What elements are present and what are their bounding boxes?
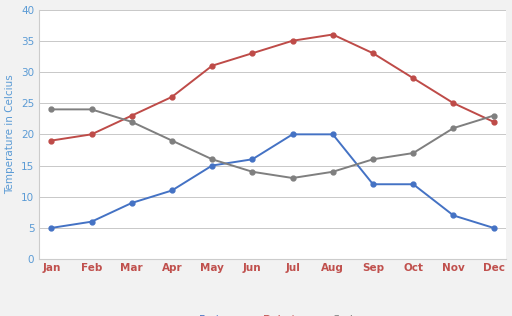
Paris: [89, 220, 95, 224]
Line: Paris: Paris: [49, 132, 496, 230]
Line: Dubai: Dubai: [49, 32, 496, 143]
Legend: Paris, Dubai, Sydney: Paris, Dubai, Sydney: [172, 315, 373, 316]
Paris: [209, 164, 215, 167]
Dubai: [370, 51, 376, 55]
Sydney: [490, 114, 497, 118]
Sydney: [169, 139, 175, 143]
Dubai: [89, 132, 95, 136]
Paris: [289, 132, 295, 136]
Sydney: [209, 157, 215, 161]
Dubai: [289, 39, 295, 43]
Sydney: [370, 157, 376, 161]
Paris: [451, 214, 457, 217]
Dubai: [209, 64, 215, 68]
Sydney: [249, 170, 255, 174]
Paris: [169, 189, 175, 192]
Dubai: [48, 139, 54, 143]
Paris: [249, 157, 255, 161]
Paris: [129, 201, 135, 205]
Dubai: [129, 114, 135, 118]
Paris: [48, 226, 54, 230]
Paris: [490, 226, 497, 230]
Dubai: [169, 95, 175, 99]
Sydney: [129, 120, 135, 124]
Paris: [410, 182, 416, 186]
Paris: [330, 132, 336, 136]
Sydney: [48, 107, 54, 111]
Paris: [370, 182, 376, 186]
Sydney: [451, 126, 457, 130]
Sydney: [289, 176, 295, 180]
Dubai: [410, 76, 416, 80]
Dubai: [490, 120, 497, 124]
Sydney: [410, 151, 416, 155]
Sydney: [89, 107, 95, 111]
Dubai: [451, 101, 457, 105]
Dubai: [249, 51, 255, 55]
Line: Sydney: Sydney: [49, 107, 496, 180]
Y-axis label: Temperature in Celcius: Temperature in Celcius: [6, 75, 15, 194]
Sydney: [330, 170, 336, 174]
Dubai: [330, 33, 336, 36]
